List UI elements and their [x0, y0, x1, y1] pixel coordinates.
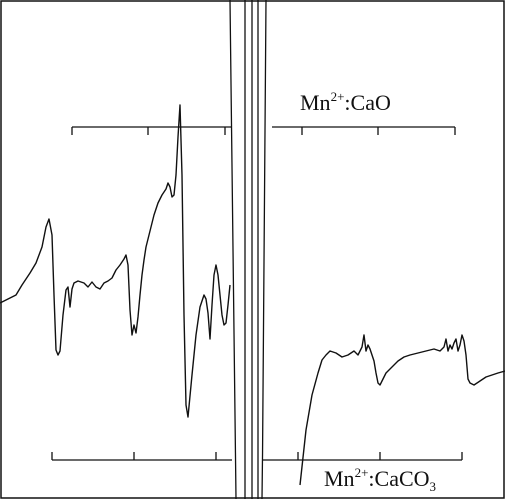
- spectrum-trace-1: [0, 104, 231, 418]
- central-line: [261, 0, 267, 499]
- top-scale-label: Mn2+:CaO: [300, 89, 391, 115]
- spectrum-traces: [0, 104, 505, 486]
- bottom-scale-label: Mn2+:CaCO3: [324, 465, 436, 494]
- central-line: [229, 0, 237, 499]
- top-scale: [71, 126, 456, 135]
- central-offscale-lines: [229, 0, 267, 499]
- spectrum-trace-2: [299, 334, 505, 486]
- bottom-scale: [51, 452, 463, 461]
